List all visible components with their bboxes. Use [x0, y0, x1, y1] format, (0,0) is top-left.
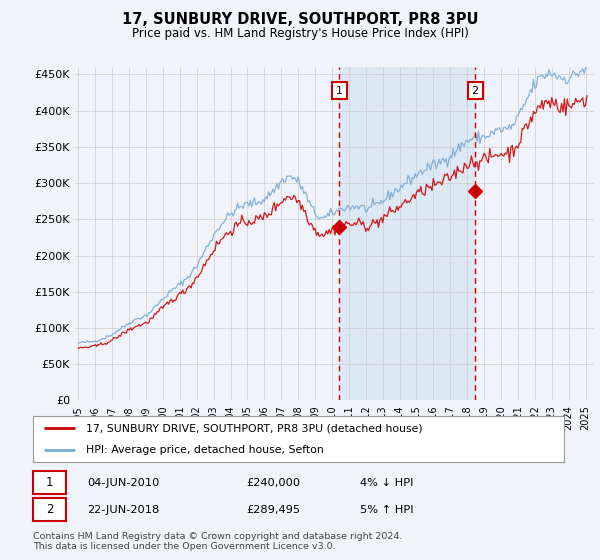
Bar [339, 67, 475, 400]
Text: 2: 2 [46, 503, 53, 516]
Text: 17, SUNBURY DRIVE, SOUTHPORT, PR8 3PU (detached house): 17, SUNBURY DRIVE, SOUTHPORT, PR8 3PU (d… [86, 423, 423, 433]
Text: 22-JUN-2018: 22-JUN-2018 [87, 505, 159, 515]
Text: Contains HM Land Registry data © Crown copyright and database right 2024.: Contains HM Land Registry data © Crown c… [33, 532, 403, 541]
Text: Price paid vs. HM Land Registry's House Price Index (HPI): Price paid vs. HM Land Registry's House … [131, 27, 469, 40]
Text: 1: 1 [336, 86, 343, 96]
Text: 4% ↓ HPI: 4% ↓ HPI [360, 478, 413, 488]
Text: £240,000: £240,000 [246, 478, 300, 488]
Text: 17, SUNBURY DRIVE, SOUTHPORT, PR8 3PU: 17, SUNBURY DRIVE, SOUTHPORT, PR8 3PU [122, 12, 478, 27]
Text: £289,495: £289,495 [246, 505, 300, 515]
Text: 2: 2 [472, 86, 479, 96]
Text: This data is licensed under the Open Government Licence v3.0.: This data is licensed under the Open Gov… [33, 542, 335, 551]
Text: 1: 1 [46, 476, 53, 489]
Text: HPI: Average price, detached house, Sefton: HPI: Average price, detached house, Seft… [86, 445, 324, 455]
Text: 5% ↑ HPI: 5% ↑ HPI [360, 505, 413, 515]
Text: 04-JUN-2010: 04-JUN-2010 [87, 478, 160, 488]
